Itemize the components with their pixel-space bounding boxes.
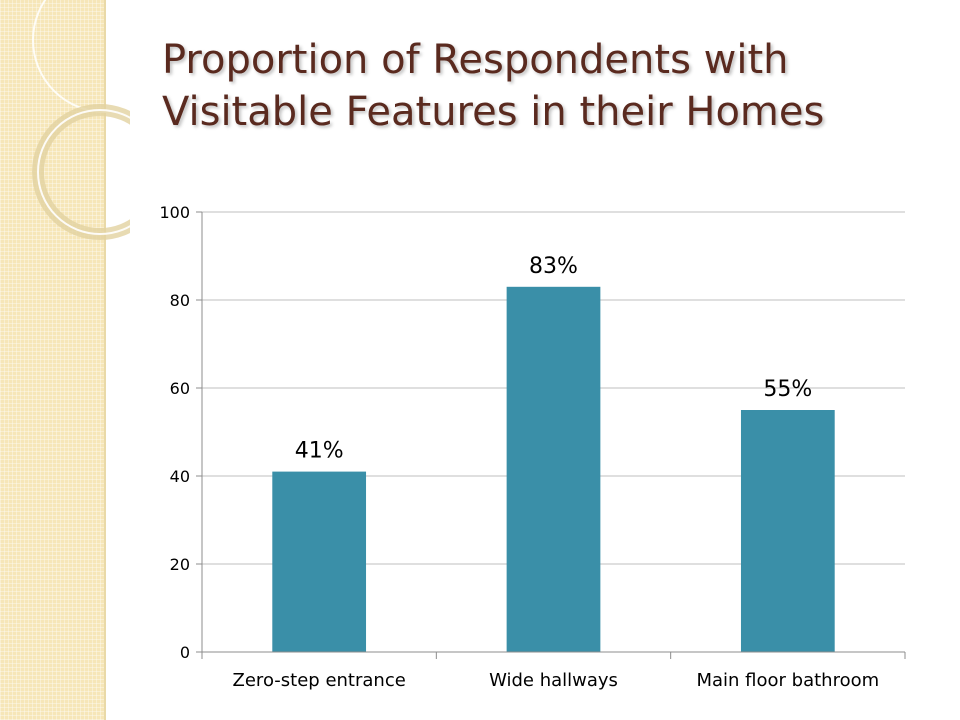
- decorative-side-band: [0, 0, 106, 720]
- data-label: 55%: [763, 377, 812, 402]
- category-label: Zero-step entrance: [233, 670, 406, 691]
- y-tick-label: 80: [170, 291, 190, 310]
- data-label: 83%: [529, 254, 578, 279]
- bars: [272, 286, 835, 652]
- axes: [196, 211, 906, 659]
- y-tick-label: 40: [170, 467, 190, 486]
- bar-1: [272, 471, 367, 652]
- y-tick-label: 100: [159, 203, 190, 222]
- labels: 0 20 40 60 80 100 41% Zero-step entrance 83% Wide…: [159, 203, 879, 691]
- y-tick-label: 20: [170, 555, 190, 574]
- category-label: Wide hallways: [489, 670, 618, 691]
- bar-3: [740, 410, 835, 652]
- decorative-circles: [32, 0, 130, 240]
- y-tick-label: 60: [170, 379, 190, 398]
- bar-2: [506, 286, 601, 652]
- slide-title: Proportion of Respondents with Visitable…: [162, 37, 825, 135]
- category-label: Main floor bathroom: [696, 670, 879, 691]
- y-tick-label: 0: [180, 643, 190, 662]
- bar-chart: 0 20 40 60 80 100 41% Zero-step entrance 83% Wide…: [159, 203, 906, 691]
- data-label: 41%: [295, 439, 344, 464]
